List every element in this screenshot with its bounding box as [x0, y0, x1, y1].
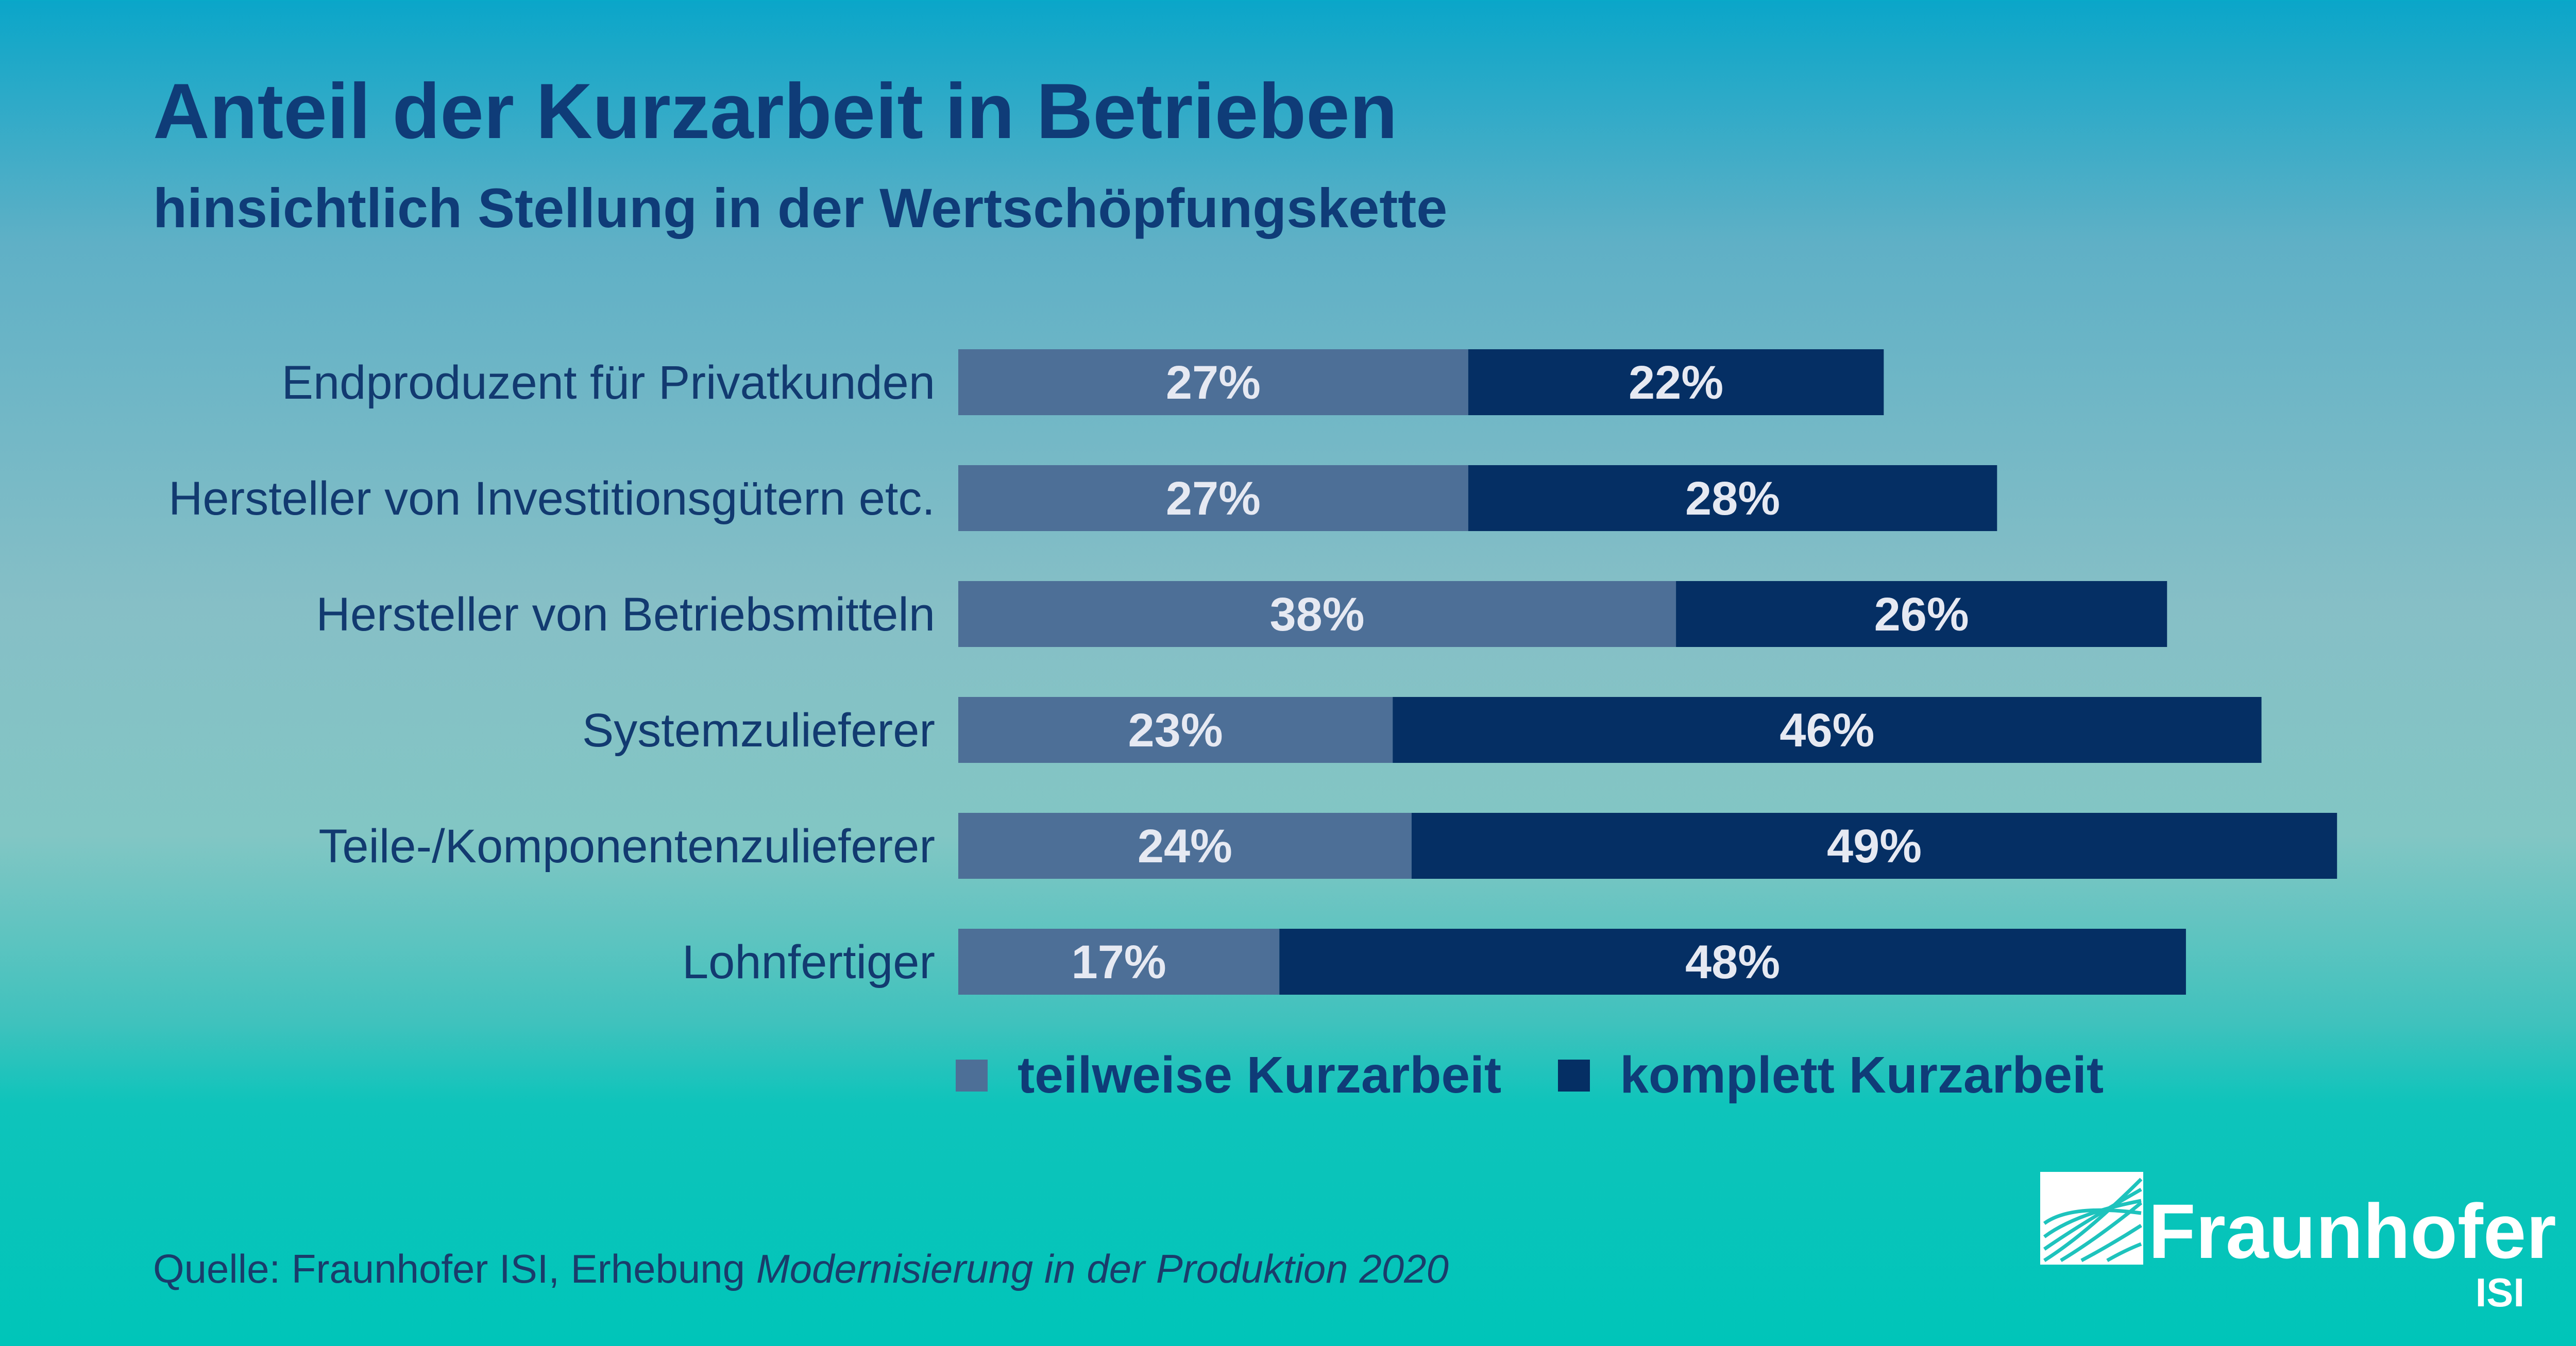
value-label-teilweise-kurzarbeit-2: 27% [1166, 472, 1261, 525]
fraunhofer-logo-icon [2040, 1172, 2143, 1265]
value-label-komplett-kurzarbeit-1: 22% [1629, 356, 1723, 409]
source-prefix: Quelle: Fraunhofer ISI, Erhebung [153, 1246, 756, 1291]
legend-swatch-teilweise [956, 1059, 988, 1092]
fraunhofer-isi-label: ISI [2475, 1270, 2524, 1315]
value-label-komplett-kurzarbeit-4: 46% [1780, 704, 1874, 757]
category-label-endproduzent-f-r-privatkunden: Endproduzent für Privatkunden [282, 356, 935, 409]
chart-subtitle: hinsichtlich Stellung in der Wertschöpfu… [153, 177, 1448, 239]
value-label-teilweise-kurzarbeit-3: 38% [1269, 588, 1364, 641]
source-note: Quelle: Fraunhofer ISI, Erhebung Moderni… [153, 1246, 1449, 1292]
value-label-teilweise-kurzarbeit-6: 17% [1072, 936, 1166, 989]
bar-teilweise-kurzarbeit-3 [958, 581, 1676, 647]
bar-komplett-kurzarbeit-6 [1279, 929, 2186, 995]
value-label-teilweise-kurzarbeit-1: 27% [1166, 356, 1261, 409]
category-label-hersteller-von-investitionsg-tern-etc: Hersteller von Investitionsgütern etc. [168, 472, 935, 525]
bar-komplett-kurzarbeit-5 [1411, 813, 2337, 879]
legend-swatch-komplett [1558, 1059, 1590, 1092]
bar-teilweise-kurzarbeit-1 [958, 349, 1468, 415]
category-label-systemzulieferer: Systemzulieferer [582, 704, 935, 757]
legend: teilweise Kurzarbeit komplett Kurzarbeit [956, 1046, 2160, 1105]
bar-teilweise-kurzarbeit-5 [958, 813, 1412, 879]
value-label-komplett-kurzarbeit-6: 48% [1685, 936, 1780, 989]
fraunhofer-logo: Fraunhofer ISI [2040, 1172, 2556, 1326]
legend-item-komplett: komplett Kurzarbeit [1558, 1046, 2104, 1105]
bar-teilweise-kurzarbeit-4 [958, 697, 1393, 763]
bar-komplett-kurzarbeit-3 [1676, 581, 2167, 647]
value-label-komplett-kurzarbeit-2: 28% [1685, 472, 1780, 525]
legend-label-komplett: komplett Kurzarbeit [1620, 1046, 2104, 1104]
bar-komplett-kurzarbeit-4 [1393, 697, 2262, 763]
legend-label-teilweise: teilweise Kurzarbeit [1018, 1046, 1502, 1104]
fraunhofer-wordmark: Fraunhofer [2148, 1188, 2556, 1274]
value-label-komplett-kurzarbeit-3: 26% [1874, 588, 1969, 641]
category-label-hersteller-von-betriebsmitteln: Hersteller von Betriebsmitteln [316, 588, 935, 641]
value-label-teilweise-kurzarbeit-4: 23% [1128, 704, 1223, 757]
bar-komplett-kurzarbeit-1 [1468, 349, 1884, 415]
category-label-teile-komponentenzulieferer: Teile-/Komponentenzulieferer [318, 820, 935, 873]
category-label-lohnfertiger: Lohnfertiger [682, 936, 935, 989]
bar-teilweise-kurzarbeit-6 [958, 929, 1280, 995]
source-survey-name: Modernisierung in der Produktion 2020 [756, 1246, 1449, 1291]
value-label-komplett-kurzarbeit-5: 49% [1827, 820, 1922, 873]
bar-komplett-kurzarbeit-2 [1468, 465, 1997, 531]
value-label-teilweise-kurzarbeit-5: 24% [1138, 820, 1232, 873]
bar-teilweise-kurzarbeit-2 [958, 465, 1468, 531]
chart-title: Anteil der Kurzarbeit in Betrieben [153, 67, 1398, 155]
legend-item-teilweise: teilweise Kurzarbeit [956, 1046, 1501, 1105]
